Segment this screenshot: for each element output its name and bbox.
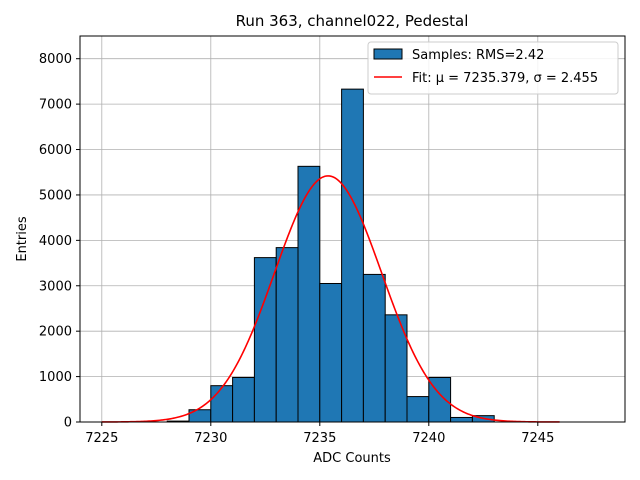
histogram-bar [450,416,473,423]
legend-box [367,41,619,95]
x-axis-label: ADC Counts [313,451,391,466]
histogram-bar [253,257,277,423]
histogram-bar [275,247,299,423]
histogram-bar [319,282,343,423]
y-tick-label: 6000 [39,143,72,158]
y-tick-label: 7000 [39,98,72,113]
x-tick-label: 7230 [194,431,227,446]
x-tick-label: 7240 [412,431,445,446]
y-tick-label: 2000 [39,325,72,340]
y-tick-label: 5000 [39,188,72,203]
y-axis-label: Entries [15,216,30,262]
x-tick-label: 7225 [85,431,118,446]
axes [79,35,626,423]
y-tick-label: 8000 [39,52,72,67]
histogram-bars [166,88,495,423]
histogram-bar [210,385,234,423]
legend: Samples: RMS=2.42 Fit: μ = 7235.379, σ = … [367,41,619,95]
tick-labels: 7225 7230 7235 7240 7245 0 1000 2000 3000 4000 500… [39,52,554,446]
histogram-bar [362,273,386,423]
legend-label-samples: Samples: RMS=2.42 [412,48,544,63]
x-tick-label: 7245 [521,431,554,446]
histogram-bar [341,88,364,423]
histogram-bar [406,396,430,423]
x-tick-label: 7235 [303,431,336,446]
legend-label-fit: Fit: μ = 7235.379, σ = 2.455 [412,71,598,86]
fit-curve-group [101,175,560,423]
chart-title: Run 363, channel022, Pedestal [236,12,469,30]
y-tick-label: 4000 [39,234,72,249]
gaussian-fit-curve [101,175,560,423]
plot-frame [79,35,626,423]
legend-swatch-samples [373,48,403,60]
histogram-bar [232,376,255,423]
y-tick-label: 1000 [39,370,72,385]
y-tick-label: 0 [64,416,72,431]
y-tick-label: 3000 [39,279,72,294]
